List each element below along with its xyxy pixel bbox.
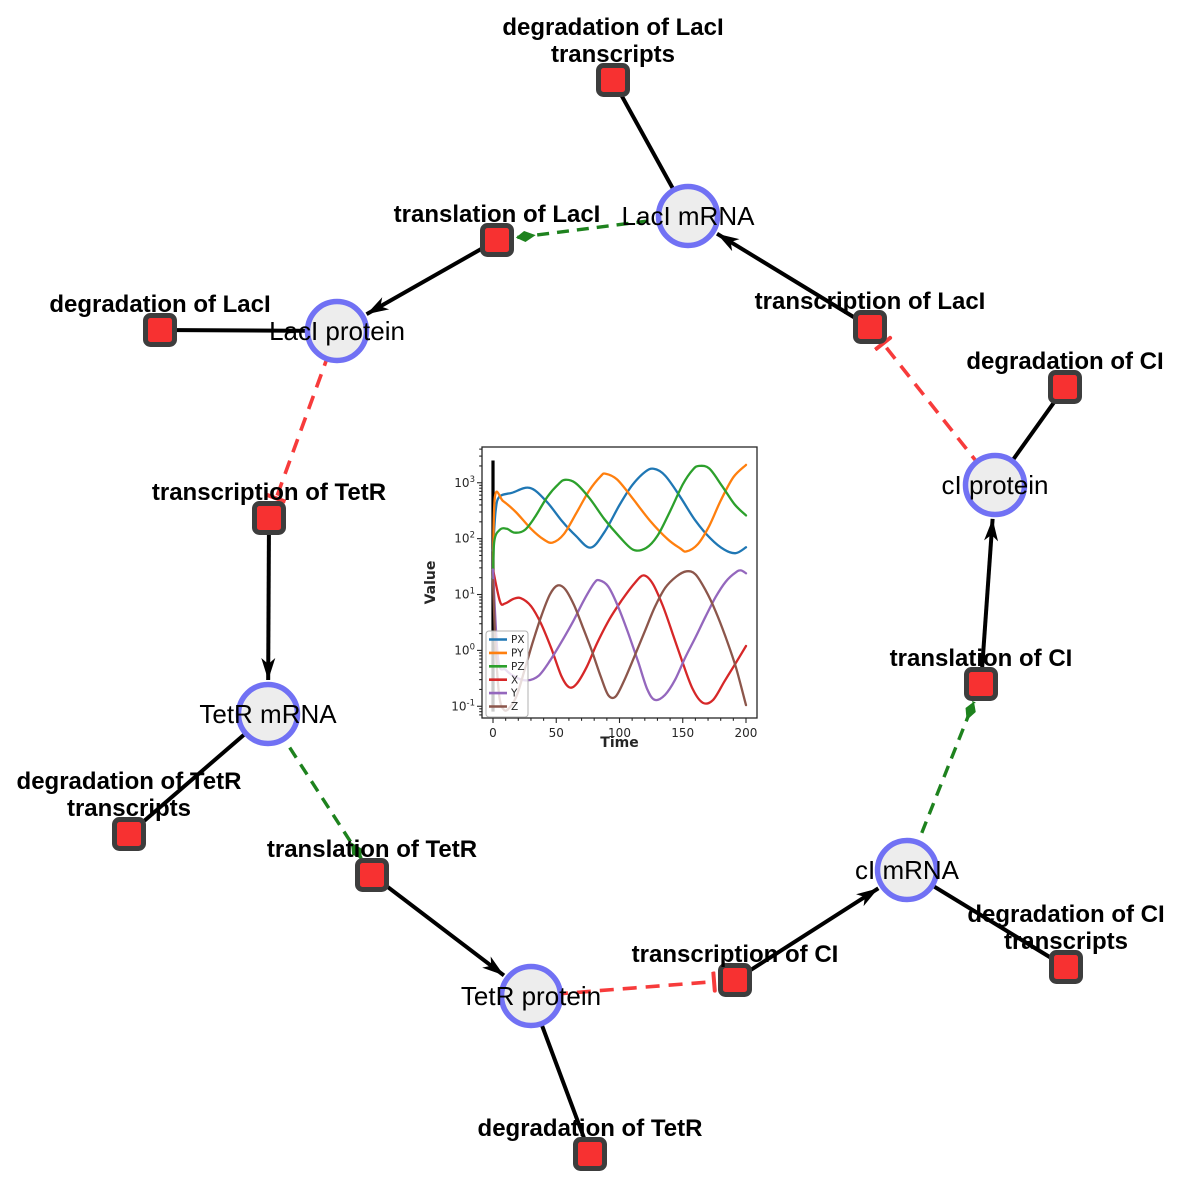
species-label-tetR_protein: TetR protein — [461, 981, 601, 1011]
reaction-node-transcr_tetR[interactable] — [252, 501, 286, 535]
y-axis-label: Value — [423, 561, 439, 605]
legend-label-X: X — [511, 674, 518, 686]
edge-product-transcr_tetR-to-tetR_mRNA — [261, 517, 276, 681]
reaction-label-deg_cI-line0: degradation of CI — [966, 348, 1163, 375]
series-curve-PX — [491, 467, 748, 555]
reaction-node-deg_lacI[interactable] — [143, 313, 177, 347]
reaction-node-transl_lacI[interactable] — [480, 223, 514, 257]
species-nodes-layer — [235, 183, 1028, 1029]
reaction-nodes-layer — [112, 63, 1083, 1171]
simulation-plot: 0 50 100 150 20010-1100101102103TimeValuePXP… — [423, 446, 758, 751]
reaction-node-deg_lacI_tr[interactable] — [596, 63, 630, 97]
reaction-label-transl_lacI-line0: translation of LacI — [394, 201, 601, 228]
species-label-tetR_mRNA: TetR mRNA — [199, 699, 337, 729]
y-tick-label: 10-1 — [451, 698, 475, 713]
legend-label-PZ: PZ — [511, 661, 525, 673]
series-curves — [491, 463, 748, 712]
x-tick-label: 50 — [549, 726, 564, 740]
reaction-label-deg_tetR_tr-line1: transcripts — [67, 795, 191, 822]
reaction-label-deg_lacI-line0: degradation of LacI — [49, 291, 270, 318]
reaction-node-transcr_lacI[interactable] — [853, 310, 887, 344]
edge-product-transl_tetR-to-tetR_protein — [370, 873, 506, 978]
legend-label-PY: PY — [511, 648, 524, 660]
reaction-node-transl_tetR[interactable] — [355, 858, 389, 892]
series-curve-PY — [491, 463, 748, 579]
axis-ticks — [477, 448, 747, 723]
y-tick-label: 101 — [454, 587, 475, 602]
edge-product-transl_cI-to-cI_protein — [979, 518, 999, 685]
x-tick-label: 150 — [671, 726, 694, 740]
reaction-node-deg_cI_tr[interactable] — [1049, 950, 1083, 984]
reaction-label-deg_lacI_tr-line1: transcripts — [551, 41, 675, 68]
species-node-cI_mRNA[interactable] — [874, 837, 940, 903]
reaction-node-deg_tetR_tr[interactable] — [112, 817, 146, 851]
edge-product-transcr_cI-to-cI_mRNA — [733, 886, 880, 982]
reaction-node-deg_tetR[interactable] — [573, 1137, 607, 1171]
species-node-cI_protein[interactable] — [962, 452, 1028, 518]
reaction-label-deg_lacI_tr-line0: degradation of LacI — [502, 14, 723, 41]
species-node-lacI_protein[interactable] — [304, 298, 370, 364]
species-node-lacI_mRNA[interactable] — [655, 183, 721, 249]
x-tick-label: 0 — [489, 726, 497, 740]
reaction-label-deg_cI_tr-line1: transcripts — [1004, 928, 1128, 955]
reaction-label-transcr_lacI-line0: transcription of LacI — [755, 288, 986, 315]
series-curve-Z — [491, 570, 748, 712]
reaction-label-deg_cI_tr-line0: degradation of CI — [967, 901, 1164, 928]
species-node-tetR_protein[interactable] — [498, 963, 564, 1029]
labels-layer: LacI mRNA LacI protein TetR mRNA TetR prote… — [17, 14, 1165, 1142]
x-tick-label: 100 — [608, 726, 631, 740]
edge-product-transcr_lacI-to-lacI_mRNA — [715, 231, 872, 329]
x-tick-label: 200 — [735, 726, 758, 740]
edge-product-transl_lacI-to-lacI_protein — [365, 238, 498, 316]
species-label-cI_mRNA: cI mRNA — [855, 855, 960, 885]
species-label-lacI_mRNA: LacI mRNA — [622, 201, 756, 231]
reaction-label-deg_tetR-line0: degradation of TetR — [478, 1115, 703, 1142]
reaction-label-transl_tetR-line0: translation of TetR — [267, 836, 477, 863]
legend-label-Y: Y — [510, 688, 518, 700]
y-tick-label: 102 — [454, 531, 475, 546]
species-label-cI_protein: cI protein — [942, 470, 1049, 500]
series-curve-Y — [491, 568, 748, 702]
series-curve-PZ — [491, 464, 748, 582]
reaction-label-transcr_tetR-line0: transcription of TetR — [152, 479, 386, 506]
reaction-label-deg_tetR_tr-line0: degradation of TetR — [17, 768, 242, 795]
legend-label-Z: Z — [511, 701, 518, 713]
reaction-node-transcr_cI[interactable] — [718, 963, 752, 997]
reaction-label-transl_cI-line0: translation of CI — [890, 645, 1073, 672]
species-node-tetR_mRNA[interactable] — [235, 681, 301, 747]
x-axis-label: Time — [600, 735, 638, 751]
series-curve-X — [491, 568, 748, 705]
legend-label-PX: PX — [511, 634, 525, 646]
reaction-node-deg_cI[interactable] — [1048, 370, 1082, 404]
reaction-label-transcr_cI-line0: transcription of CI — [632, 941, 839, 968]
species-label-lacI_protein: LacI protein — [269, 316, 405, 346]
reaction-node-transl_cI[interactable] — [964, 667, 998, 701]
y-tick-label: 103 — [454, 475, 475, 490]
y-tick-label: 100 — [454, 642, 475, 657]
